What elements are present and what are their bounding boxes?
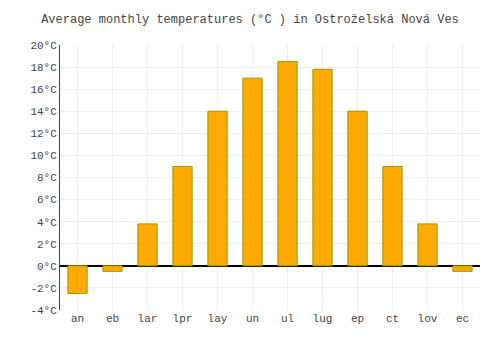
svg-text:ct: ct xyxy=(386,313,399,325)
svg-text:6°C: 6°C xyxy=(37,194,57,206)
svg-text:ec: ec xyxy=(456,313,469,325)
svg-text:lug: lug xyxy=(313,313,333,325)
svg-text:4°C: 4°C xyxy=(37,217,57,229)
svg-text:eb: eb xyxy=(106,313,119,325)
svg-text:0°C: 0°C xyxy=(37,261,57,273)
svg-text:18°C: 18°C xyxy=(30,62,57,74)
svg-text:2°C: 2°C xyxy=(37,239,57,251)
svg-text:10°C: 10°C xyxy=(30,150,57,162)
svg-text:ul: ul xyxy=(281,313,294,325)
svg-text:Average monthly temperatures (: Average monthly temperatures (°C ) in Os… xyxy=(41,13,459,27)
svg-text:lpr: lpr xyxy=(173,313,193,325)
svg-text:-4°C: -4°C xyxy=(30,305,57,317)
svg-text:-2°C: -2°C xyxy=(30,283,57,295)
svg-text:16°C: 16°C xyxy=(30,84,57,96)
svg-text:lay: lay xyxy=(208,313,228,325)
svg-text:an: an xyxy=(71,313,84,325)
svg-text:12°C: 12°C xyxy=(30,128,57,140)
svg-text:20°C: 20°C xyxy=(30,40,57,52)
svg-text:lar: lar xyxy=(138,313,158,325)
svg-text:lov: lov xyxy=(418,313,438,325)
svg-text:un: un xyxy=(246,313,259,325)
svg-text:14°C: 14°C xyxy=(30,106,57,118)
svg-text:ep: ep xyxy=(351,313,364,325)
svg-text:8°C: 8°C xyxy=(37,172,57,184)
